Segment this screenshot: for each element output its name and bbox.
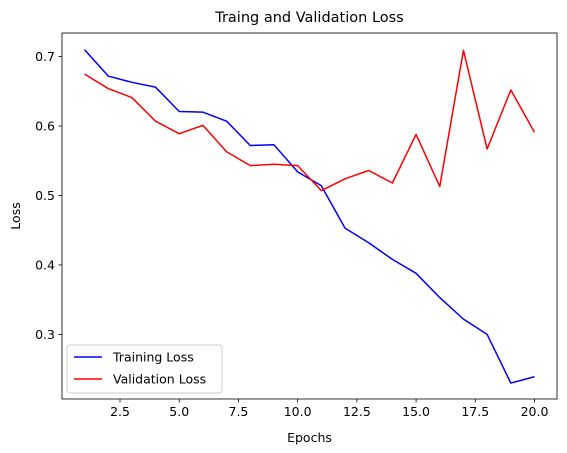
x-tick-label: 20.0 xyxy=(521,404,549,419)
legend-label-validation-loss: Validation Loss xyxy=(113,372,206,387)
x-tick-label: 15.0 xyxy=(402,404,430,419)
x-axis-ticks: 2.5 5.0 7.5 10.0 12.5 15.0 17.5 20.0 xyxy=(110,399,548,419)
plot-series xyxy=(83,49,536,384)
legend-box xyxy=(66,344,223,394)
chart-title: Traing and Validation Loss xyxy=(214,10,404,26)
x-tick-label: 12.5 xyxy=(343,404,371,419)
y-axis-ticks: 0.3 0.4 0.5 0.6 0.7 xyxy=(35,49,62,342)
y-tick-label: 0.4 xyxy=(35,257,55,272)
legend: Training Loss Validation Loss xyxy=(66,344,223,394)
series-line-validation-loss xyxy=(84,49,536,192)
x-tick-label: 17.5 xyxy=(461,404,489,419)
plot-frame xyxy=(61,32,558,400)
x-tick-label: 10.0 xyxy=(284,404,312,419)
legend-label-training-loss: Training Loss xyxy=(112,350,194,365)
x-axis-title: Epochs xyxy=(287,430,332,445)
x-tick-label: 7.5 xyxy=(229,404,249,419)
series-line-training-loss xyxy=(83,49,535,384)
y-tick-label: 0.3 xyxy=(35,327,55,342)
y-tick-label: 0.5 xyxy=(35,188,55,203)
y-tick-label: 0.7 xyxy=(35,49,55,64)
y-axis-title: Loss xyxy=(8,202,23,229)
y-tick-label: 0.6 xyxy=(35,119,55,134)
x-tick-label: 5.0 xyxy=(169,404,189,419)
x-tick-label: 2.5 xyxy=(110,404,130,419)
